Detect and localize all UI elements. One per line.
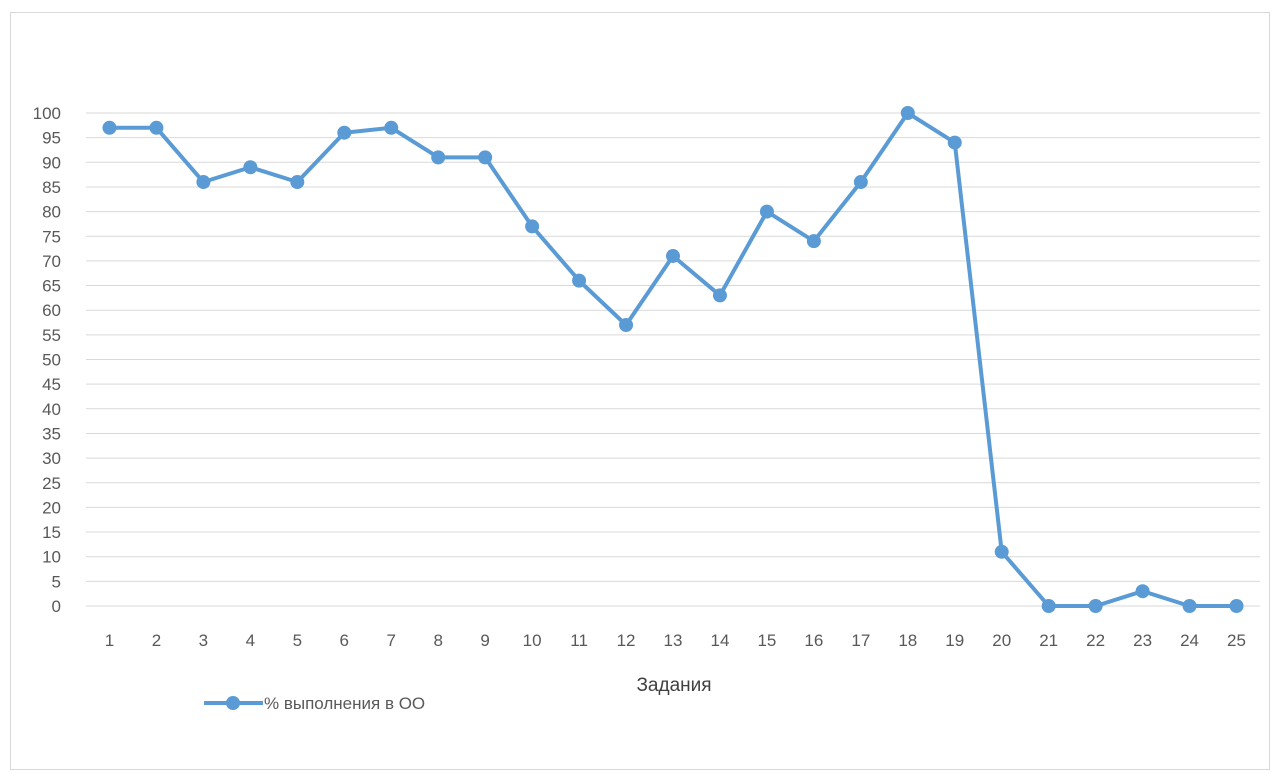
x-tick-label-8: 8	[433, 631, 442, 650]
data-point-21[interactable]	[1041, 599, 1056, 613]
x-tick-label-18: 18	[898, 631, 917, 650]
x-tick-label-2: 2	[152, 631, 161, 650]
y-tick-label-0: 0	[52, 597, 61, 616]
y-tick-label-70: 70	[42, 252, 61, 271]
x-tick-label-12: 12	[617, 631, 636, 650]
data-point-19[interactable]	[947, 135, 962, 150]
x-tick-label-13: 13	[664, 631, 683, 650]
x-tick-label-19: 19	[945, 631, 964, 650]
data-point-1[interactable]	[102, 120, 117, 135]
data-point-3[interactable]	[196, 175, 211, 190]
x-tick-label-15: 15	[757, 631, 776, 650]
legend-label: % выполнения в ОО	[264, 694, 425, 713]
y-tick-label-30: 30	[42, 449, 61, 468]
data-point-7[interactable]	[384, 120, 399, 135]
y-tick-label-20: 20	[42, 498, 61, 517]
y-tick-label-10: 10	[42, 548, 61, 567]
chart-frame	[10, 12, 1270, 770]
x-tick-label-24: 24	[1180, 631, 1199, 650]
data-point-20[interactable]	[994, 544, 1009, 559]
x-tick-label-9: 9	[480, 631, 489, 650]
data-point-13[interactable]	[666, 248, 680, 263]
legend-marker-swatch	[226, 696, 240, 710]
data-point-22[interactable]	[1088, 599, 1103, 613]
data-point-24[interactable]	[1182, 599, 1197, 613]
y-tick-label-65: 65	[42, 277, 61, 296]
data-point-5[interactable]	[290, 175, 305, 190]
y-tick-label-35: 35	[42, 424, 61, 443]
y-tick-label-85: 85	[42, 178, 61, 197]
data-point-10[interactable]	[525, 219, 540, 234]
x-axis-title: Задания	[636, 675, 711, 696]
x-tick-label-11: 11	[570, 631, 588, 650]
y-tick-label-95: 95	[42, 129, 61, 148]
data-point-25[interactable]	[1229, 599, 1244, 613]
y-tick-label-25: 25	[42, 474, 61, 493]
y-tick-label-75: 75	[42, 227, 61, 246]
y-tick-label-5: 5	[52, 572, 61, 591]
data-point-4[interactable]	[243, 160, 258, 175]
gridlines	[86, 112, 1260, 607]
data-point-14[interactable]	[712, 288, 727, 303]
x-tick-label-16: 16	[804, 631, 823, 650]
data-point-8[interactable]	[431, 150, 446, 165]
x-tick-label-20: 20	[992, 631, 1011, 650]
legend[interactable]: % выполнения в ОО	[204, 694, 425, 713]
x-tick-label-23: 23	[1133, 631, 1152, 650]
y-tick-label-15: 15	[42, 523, 61, 542]
y-axis-tick-labels: 0 5 10 15 20 25 30 35 40 45 50 55 60 65 70 75 80 85 90 95 10…	[33, 104, 61, 616]
y-tick-label-100: 100	[33, 104, 61, 123]
x-tick-label-4: 4	[246, 631, 255, 650]
data-point-11[interactable]	[572, 273, 587, 288]
x-tick-label-17: 17	[851, 631, 870, 650]
data-point-18[interactable]	[900, 106, 915, 120]
y-tick-label-90: 90	[42, 153, 61, 172]
data-point-6[interactable]	[337, 125, 352, 140]
y-tick-label-45: 45	[42, 375, 61, 394]
data-point-9[interactable]	[478, 150, 493, 165]
y-tick-label-60: 60	[42, 301, 61, 320]
x-tick-label-5: 5	[293, 631, 302, 650]
data-point-2[interactable]	[149, 120, 164, 135]
x-tick-label-10: 10	[523, 631, 542, 650]
x-tick-label-6: 6	[340, 631, 349, 650]
x-axis-tick-labels: 1 2 3 4 5 6 7 8 9 10 11 12 13 14 15 16 17 18 19 20 21 22 23 24 2…	[105, 631, 1246, 650]
x-tick-label-22: 22	[1086, 631, 1105, 650]
x-tick-label-3: 3	[199, 631, 208, 650]
series-group	[102, 106, 1244, 613]
x-tick-label-25: 25	[1227, 631, 1246, 650]
x-tick-label-21: 21	[1039, 631, 1058, 650]
y-tick-label-80: 80	[42, 203, 61, 222]
x-tick-label-1: 1	[105, 631, 114, 650]
data-point-23[interactable]	[1135, 584, 1150, 599]
data-point-12[interactable]	[619, 317, 634, 332]
data-point-16[interactable]	[806, 234, 821, 249]
y-tick-label-50: 50	[42, 351, 61, 370]
x-tick-label-7: 7	[387, 631, 396, 650]
x-tick-label-14: 14	[710, 631, 729, 650]
y-tick-label-40: 40	[42, 400, 61, 419]
y-tick-label-55: 55	[42, 326, 61, 345]
data-point-15[interactable]	[759, 204, 774, 219]
data-point-17[interactable]	[853, 175, 868, 190]
